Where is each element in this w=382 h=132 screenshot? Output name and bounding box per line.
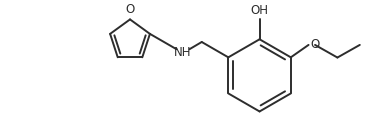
Text: O: O	[125, 3, 134, 16]
Text: OH: OH	[251, 4, 269, 17]
Text: O: O	[310, 38, 320, 51]
Text: NH: NH	[174, 46, 192, 59]
